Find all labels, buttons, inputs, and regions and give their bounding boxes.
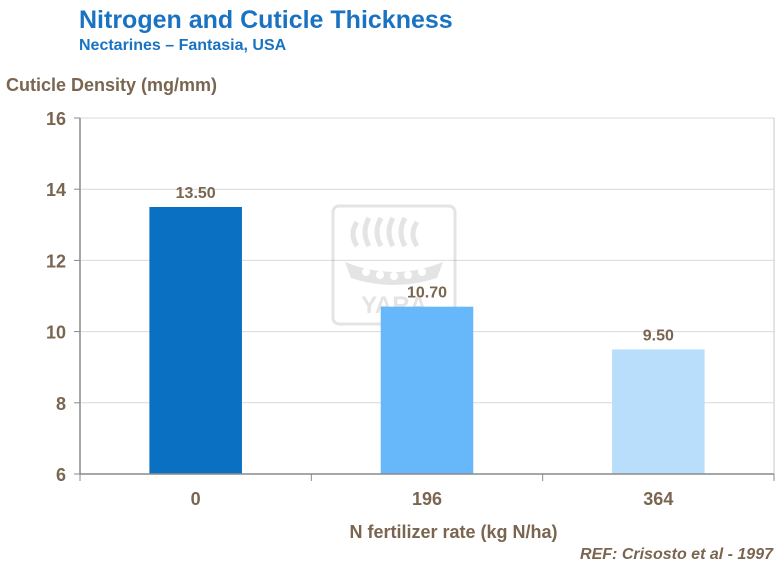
x-axis-label: N fertilizer rate (kg N/ha) [349,522,558,542]
x-tick-label: 196 [412,489,442,509]
y-axis-label: Cuticle Density (mg/mm) [6,75,218,95]
y-tick-label: 12 [46,251,66,271]
x-tick-label: 364 [643,489,673,509]
y-tick-label: 16 [46,109,66,129]
x-tick-label: 0 [191,489,201,509]
yara-logo-watermark: YARA [331,204,457,326]
bar-196 [380,306,474,474]
x-axis-label-wrap: N fertilizer rate (kg N/ha) [0,522,781,543]
data-label: 10.70 [407,285,447,302]
bar-0 [149,207,242,474]
y-tick-label: 14 [46,180,66,200]
y-tick-label: 6 [56,465,66,485]
data-label: 9.50 [643,327,674,344]
bars: 13.50 10.70 9.50 [149,185,705,474]
y-tick-label: 10 [46,323,66,343]
y-tick-label: 8 [56,394,66,414]
bar-364 [612,349,705,474]
chart-title: Nitrogen and Cuticle Thickness [79,6,453,34]
chart-subtitle: Nectarines – Fantasia, USA [79,37,287,54]
reference-note: REF: Crisosto et al - 1997 [580,546,773,563]
data-label: 13.50 [176,185,216,202]
axes: 6 8 10 12 14 16 0 196 364 [46,109,775,509]
